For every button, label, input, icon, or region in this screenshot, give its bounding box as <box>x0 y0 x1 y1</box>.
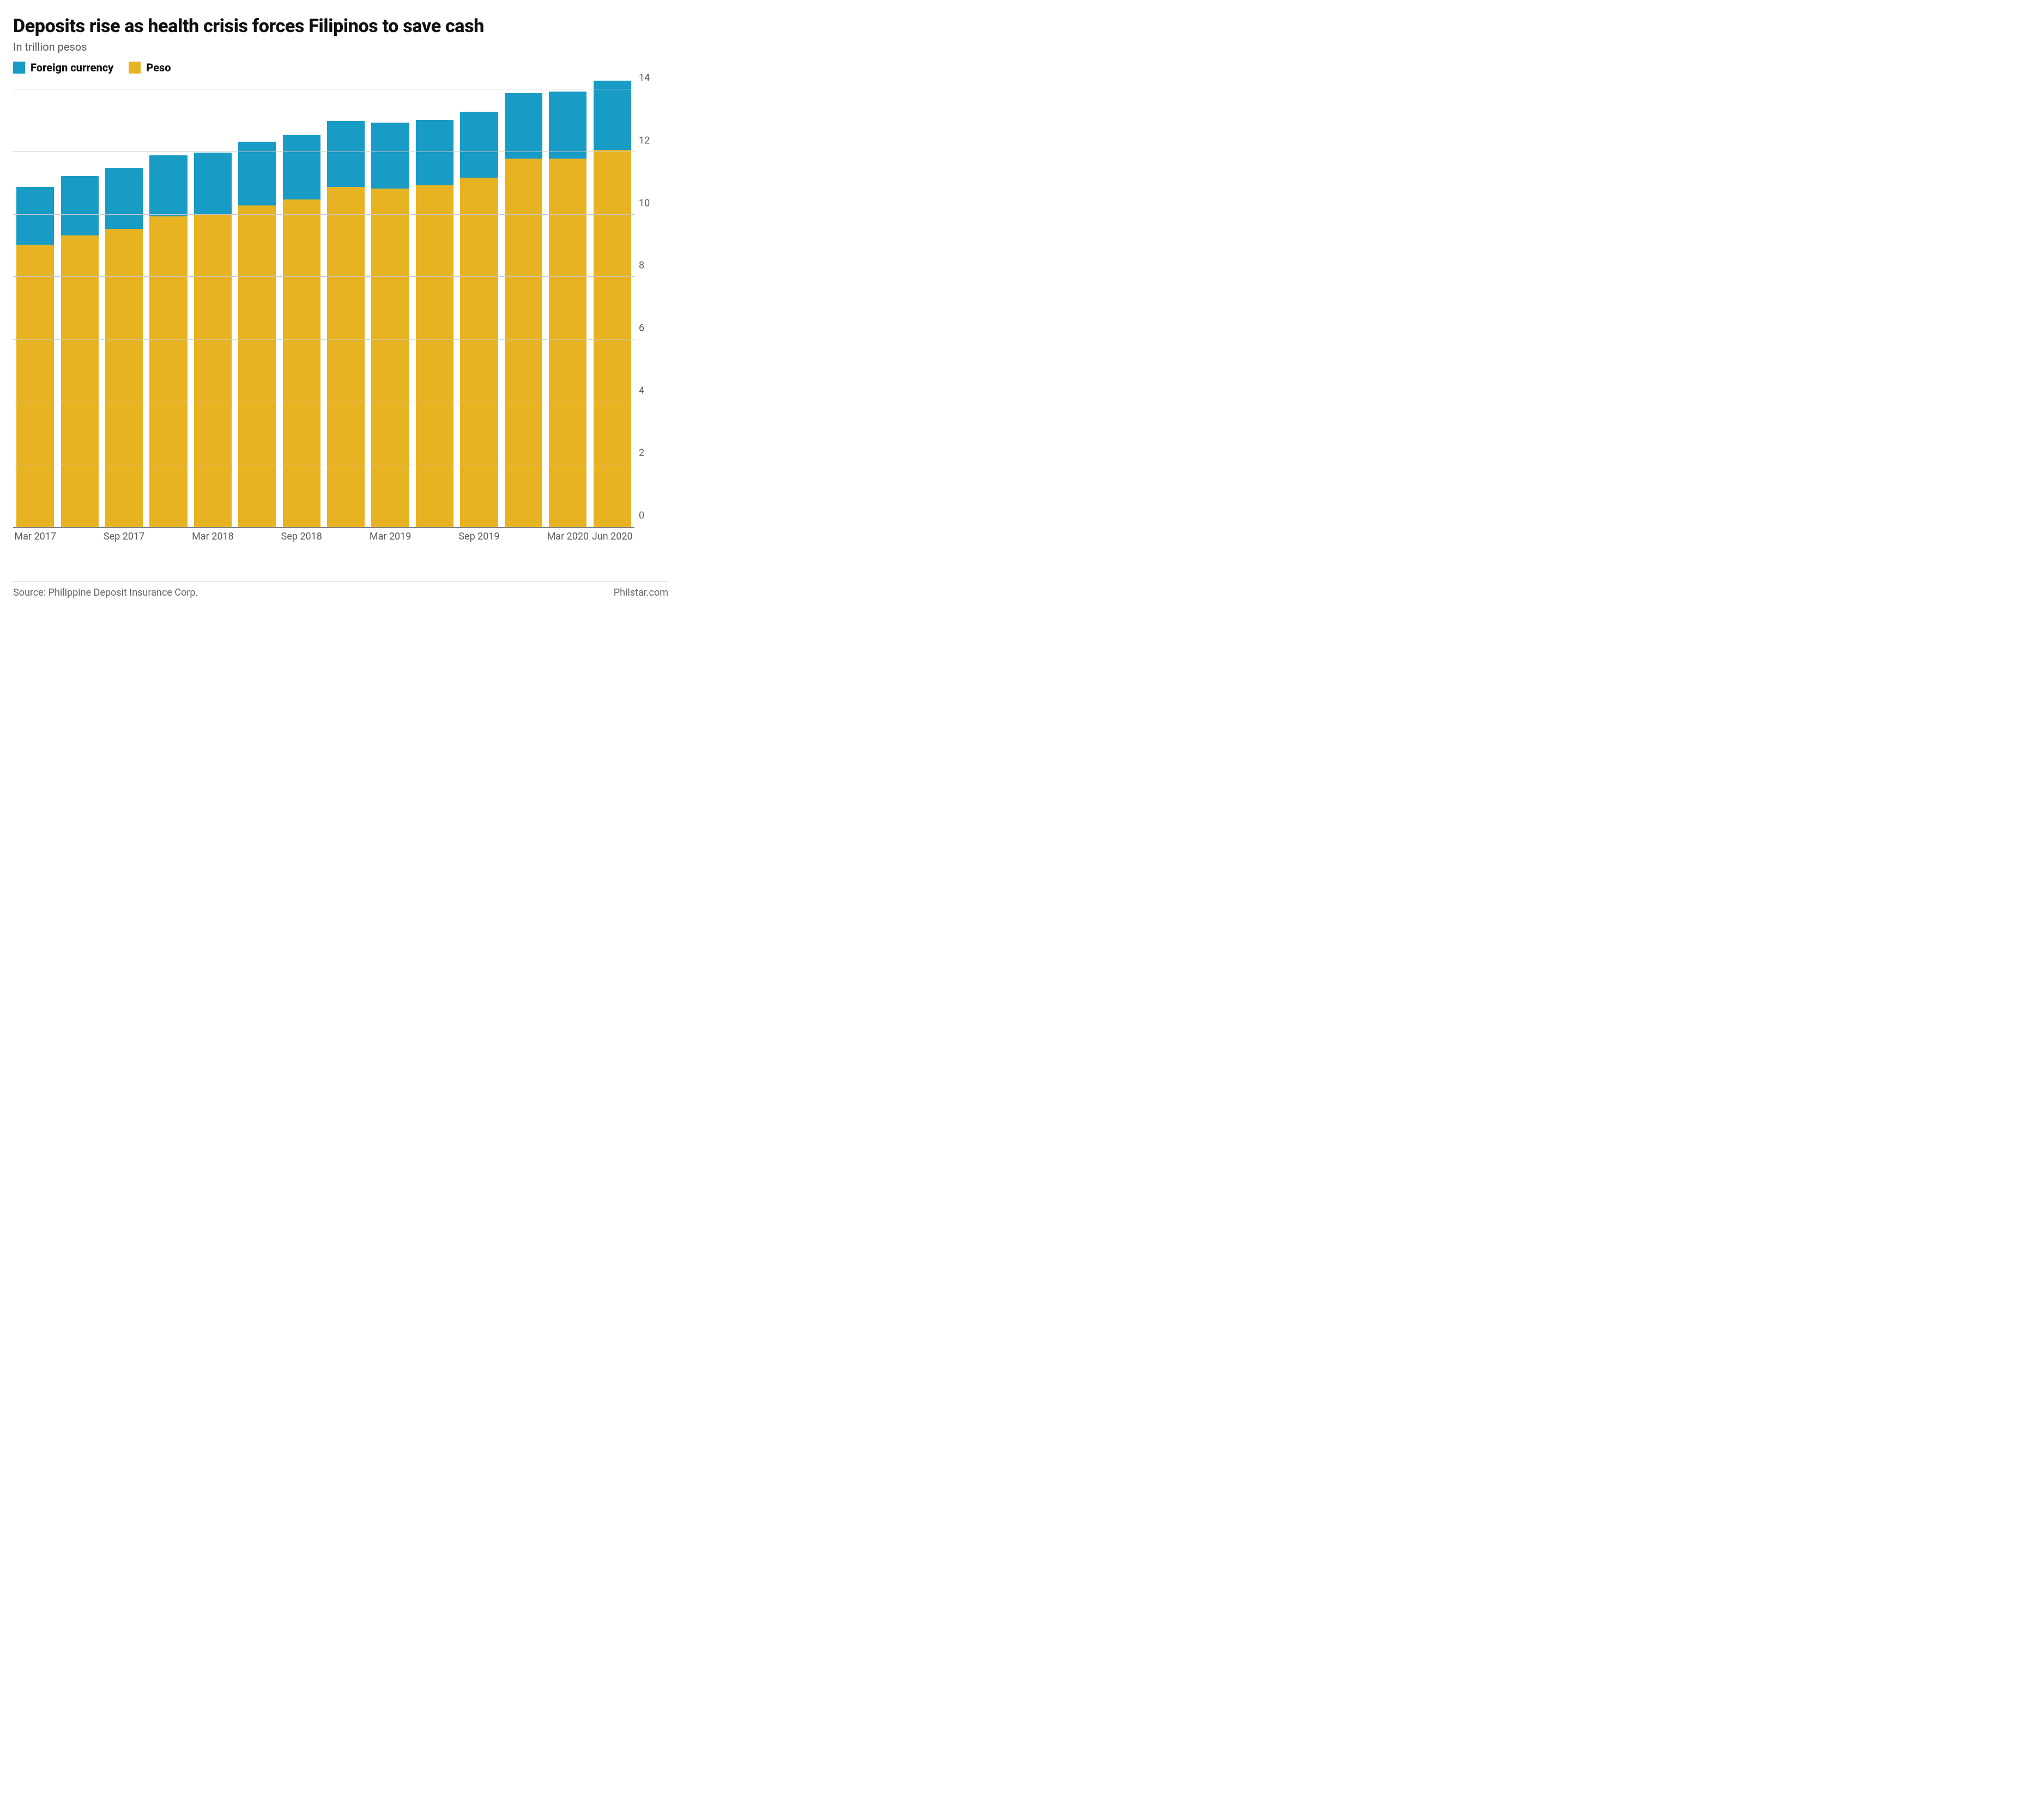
bar-column <box>13 81 57 527</box>
bar-column <box>280 81 324 527</box>
bar-segment-peso <box>283 199 320 527</box>
bar-stack <box>371 81 409 527</box>
bar-segment-peso <box>460 178 498 527</box>
bar-stack <box>16 81 54 527</box>
bar-column <box>457 81 501 527</box>
bar-column <box>368 81 412 527</box>
bar-stack <box>460 81 498 527</box>
footer: Source: Philippine Deposit Insurance Cor… <box>13 581 668 598</box>
bar-stack <box>149 81 187 527</box>
legend-label-foreign: Foreign currency <box>31 61 113 74</box>
gridline <box>13 339 634 340</box>
chart: 02468101214 Mar 2017 Sep 2017 Mar 2018 Sep … <box>13 81 658 547</box>
bar-segment-peso <box>371 189 409 527</box>
bar-segment-peso <box>416 185 453 527</box>
bar-column <box>413 81 457 527</box>
bar-segment-peso <box>61 235 99 528</box>
bar-segment-foreign <box>594 81 631 150</box>
bar-stack <box>505 81 542 527</box>
y-tick-label: 6 <box>639 322 644 334</box>
chart-title: Deposits rise as health crisis forces Fi… <box>13 15 668 37</box>
bar-segment-peso <box>105 229 143 527</box>
bar-stack <box>416 81 453 527</box>
gridline <box>13 276 634 277</box>
bar-segment-peso <box>16 245 54 527</box>
bar-column <box>146 81 190 527</box>
bar-stack <box>61 81 99 527</box>
bar-column <box>235 81 279 527</box>
bar-segment-foreign <box>505 93 542 159</box>
y-tick-label: 4 <box>639 385 644 396</box>
bar-column <box>57 81 101 527</box>
bar-stack <box>549 81 586 527</box>
bar-stack <box>594 81 631 527</box>
bar-segment-peso <box>194 215 232 527</box>
y-tick-label: 8 <box>639 260 644 271</box>
chart-subtitle: In trillion pesos <box>13 40 668 53</box>
bar-segment-foreign <box>460 112 498 177</box>
x-tick-label: Mar 2020 <box>547 531 589 542</box>
bar-segment-foreign <box>149 155 187 216</box>
x-tick-label: Mar 2019 <box>370 531 412 542</box>
bar-column <box>546 81 590 527</box>
chart-container: Deposits rise as health crisis forces Fi… <box>0 0 681 604</box>
bar-segment-foreign <box>416 120 453 185</box>
bar-column <box>501 81 546 527</box>
x-tick-label: Sep 2019 <box>458 531 499 542</box>
x-tick-label: Sep 2017 <box>104 531 144 542</box>
bar-stack <box>194 81 232 527</box>
bar-stack <box>105 81 143 527</box>
bar-segment-peso <box>327 187 365 527</box>
bar-segment-foreign <box>16 187 54 245</box>
x-tick-label: Jun 2020 <box>592 531 633 542</box>
legend-label-peso: Peso <box>146 61 171 74</box>
y-tick-label: 10 <box>639 197 650 209</box>
bar-segment-foreign <box>105 168 143 229</box>
bar-segment-peso <box>594 150 631 527</box>
bar-segment-foreign <box>327 121 365 186</box>
legend-item-peso: Peso <box>129 61 171 74</box>
bar-segment-foreign <box>283 135 320 199</box>
legend-swatch-peso <box>129 62 141 74</box>
y-tick-label: 14 <box>639 72 650 84</box>
bar-column <box>102 81 146 527</box>
brand-text: Philstar.com <box>614 587 668 598</box>
bars <box>13 81 634 527</box>
bar-segment-peso <box>149 216 187 527</box>
bar-column <box>191 81 235 527</box>
bar-stack <box>283 81 320 527</box>
legend-swatch-foreign <box>13 62 25 74</box>
bar-segment-foreign <box>549 92 586 159</box>
bar-column <box>324 81 368 527</box>
bar-column <box>590 81 634 527</box>
y-tick-label: 2 <box>639 447 644 459</box>
y-tick-label: 12 <box>639 135 650 146</box>
bar-segment-peso <box>238 205 276 527</box>
bar-stack <box>238 81 276 527</box>
y-tick-label: 0 <box>639 510 644 522</box>
legend-item-foreign: Foreign currency <box>13 61 113 74</box>
plot-area: 02468101214 <box>13 81 634 528</box>
bar-segment-foreign <box>371 123 409 188</box>
x-tick-label: Mar 2018 <box>192 531 234 542</box>
x-axis: Mar 2017 Sep 2017 Mar 2018 Sep 2018 Mar 2019… <box>13 531 634 547</box>
bar-segment-foreign <box>194 153 232 215</box>
x-tick-label: Sep 2018 <box>281 531 322 542</box>
gridline <box>13 214 634 215</box>
legend: Foreign currency Peso <box>13 61 668 74</box>
bar-stack <box>327 81 365 527</box>
source-text: Source: Philippine Deposit Insurance Cor… <box>13 587 198 598</box>
x-tick-label: Mar 2017 <box>14 531 56 542</box>
bar-segment-foreign <box>61 176 99 235</box>
